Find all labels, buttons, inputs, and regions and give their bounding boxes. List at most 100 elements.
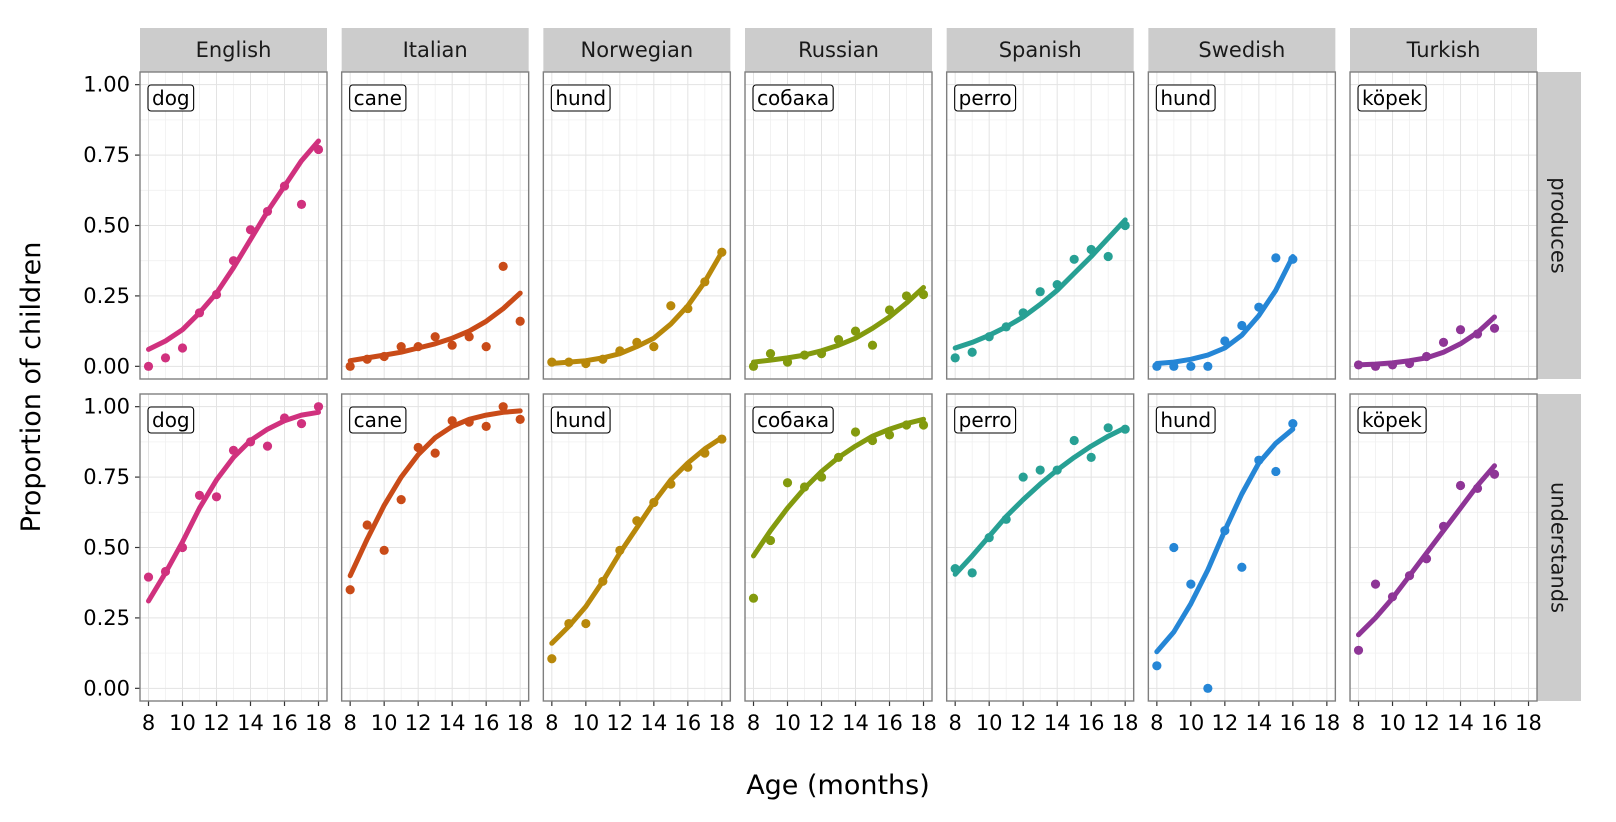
row-strip <box>1536 394 1581 701</box>
word-label-box <box>1155 84 1216 112</box>
word-label-box <box>752 84 834 112</box>
x-tick-label: 10 <box>976 711 1003 735</box>
data-point <box>1254 302 1264 312</box>
data-point <box>649 342 659 352</box>
data-point <box>833 452 844 462</box>
word-label: hund <box>555 86 606 110</box>
data-point <box>1086 452 1096 462</box>
x-tick-label: 18 <box>910 711 937 735</box>
data-point <box>833 334 844 345</box>
data-point <box>1421 351 1432 362</box>
data-point <box>984 533 994 543</box>
panel-russian-produces: собака <box>744 71 933 380</box>
fit-line <box>952 425 1128 577</box>
data-point <box>211 492 222 502</box>
x-tick-label: 16 <box>1481 711 1508 735</box>
panel-border <box>340 71 530 380</box>
data-point <box>666 479 676 489</box>
data-point <box>464 417 474 427</box>
data-point <box>748 593 759 603</box>
data-point <box>515 316 525 326</box>
data-point <box>816 349 827 359</box>
word-label: собака <box>757 408 829 432</box>
data-point <box>1438 521 1449 531</box>
x-tick-label: 10 <box>169 711 196 735</box>
data-point <box>1120 220 1130 231</box>
row-strip <box>1536 72 1581 379</box>
data-point <box>345 585 355 595</box>
data-point <box>245 225 256 235</box>
word-label-box <box>1357 84 1427 112</box>
data-point <box>1404 358 1415 369</box>
data-point <box>1421 554 1432 564</box>
data-point <box>1152 361 1162 371</box>
y-tick-label: 1.00 <box>83 395 130 419</box>
data-point <box>649 497 659 508</box>
panel-turkish-produces: köpek <box>1349 71 1538 380</box>
data-point <box>867 435 878 446</box>
x-tick-label: 12 <box>1211 711 1238 735</box>
panels-group: 0.00 0.25 0.50 0.75 1.00 0.00 0.25 0.50 0.75 1.00… <box>83 28 1581 735</box>
data-point <box>1271 253 1281 263</box>
data-point <box>884 430 895 440</box>
data-point <box>481 421 491 431</box>
data-point <box>245 437 256 447</box>
data-point <box>498 402 508 412</box>
panel-spanish-produces: perro <box>945 71 1135 380</box>
data-point <box>782 357 793 367</box>
y-tick-label: 0.25 <box>83 284 130 308</box>
y-tick-label: 0.00 <box>83 354 130 378</box>
data-point <box>581 618 591 629</box>
fit-line <box>549 435 725 646</box>
data-point <box>683 462 693 472</box>
data-point <box>1237 562 1247 572</box>
x-tick-label: 10 <box>1379 711 1406 735</box>
data-point <box>313 402 324 412</box>
panel-border <box>1147 393 1337 702</box>
data-point <box>447 340 457 350</box>
data-point <box>160 566 171 577</box>
data-point <box>1404 571 1415 581</box>
word-label-box <box>147 84 195 112</box>
data-point <box>950 353 960 363</box>
panel-russian-understands: собака <box>744 393 933 702</box>
x-tick-label: 18 <box>1515 711 1542 735</box>
x-tick-label: 12 <box>203 711 230 735</box>
data-point <box>867 340 878 350</box>
data-point <box>515 414 525 424</box>
data-point <box>345 361 355 371</box>
data-point <box>1271 466 1281 477</box>
data-point <box>581 358 591 369</box>
word-label-box <box>1155 406 1216 434</box>
data-point <box>194 490 205 500</box>
panel-border <box>139 393 328 702</box>
data-point <box>1169 361 1179 371</box>
panel-border <box>744 393 933 702</box>
x-tick-label: 8 <box>948 711 961 735</box>
x-tick-label: 12 <box>808 711 835 735</box>
y-tick-label: 1.00 <box>83 73 130 97</box>
x-tick-label: 16 <box>1279 711 1306 735</box>
panel-border <box>744 71 933 380</box>
fit-line <box>146 409 321 604</box>
data-point <box>1103 423 1113 433</box>
data-point <box>313 144 324 155</box>
data-point <box>1052 280 1062 290</box>
data-point <box>1237 320 1247 331</box>
row-strip-label: produces <box>1547 177 1571 273</box>
data-point <box>481 342 491 352</box>
data-point <box>228 256 239 266</box>
data-point <box>362 520 372 530</box>
data-point <box>396 495 406 505</box>
x-tick-label: 16 <box>876 711 903 735</box>
data-point <box>1288 418 1298 429</box>
word-label: hund <box>1160 408 1211 432</box>
data-point <box>1472 329 1483 339</box>
data-point <box>765 535 776 546</box>
word-label-box <box>349 84 407 112</box>
word-label-box <box>550 406 611 434</box>
word-label-box <box>752 406 834 434</box>
panel-english-understands: dog <box>139 393 328 702</box>
y-tick-label: 0.50 <box>83 536 130 560</box>
